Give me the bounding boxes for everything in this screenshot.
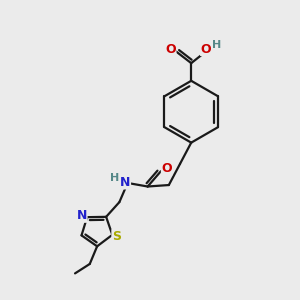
Text: N: N — [76, 209, 87, 222]
Text: O: O — [161, 162, 172, 175]
Text: H: H — [110, 173, 119, 183]
Text: S: S — [112, 230, 121, 243]
Text: O: O — [201, 43, 211, 56]
Text: H: H — [212, 40, 221, 50]
Text: N: N — [120, 176, 130, 189]
Text: O: O — [165, 43, 176, 56]
